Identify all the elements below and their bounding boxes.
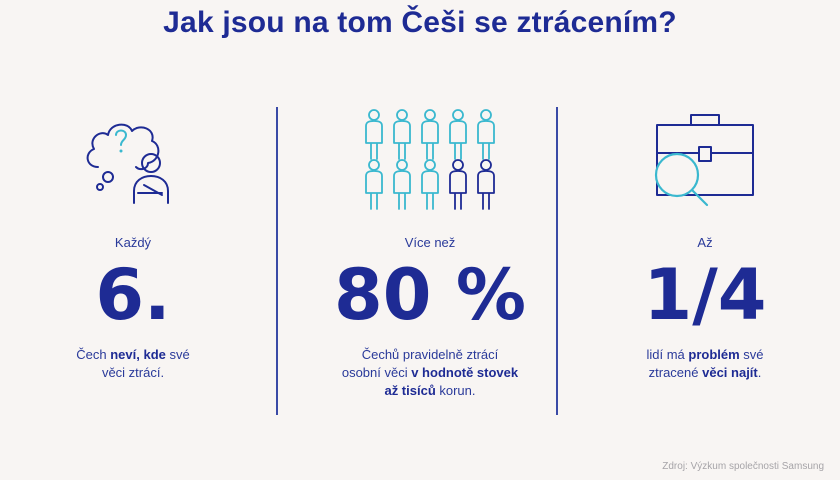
stat-column-3: Až 1/4 lidí má problém své ztracené věci… <box>574 105 836 382</box>
stat-value: 80 % <box>334 254 526 336</box>
stat-prefix: Více než <box>404 235 456 250</box>
thinking-person-icon <box>86 123 169 204</box>
briefcase-magnifier-icon <box>654 114 754 207</box>
people-grid-icon <box>365 109 495 210</box>
stat-description: lidí má problém své ztracené věci najít. <box>646 347 764 380</box>
column-divider <box>276 107 278 415</box>
source-note: Zdroj: Výzkum společnosti Samsung <box>662 461 824 472</box>
stat-column-1: Každý 6. Čech neví, kde své věci ztrácí. <box>2 105 264 382</box>
stat-value: 1/4 <box>643 254 767 336</box>
page-title: Jak jsou na tom Češi se ztrácením? <box>163 6 677 39</box>
column-divider <box>556 107 558 415</box>
stat-prefix: Až <box>697 235 713 250</box>
stat-prefix: Každý <box>114 235 152 250</box>
stat-description: Čech neví, kde své věci ztrácí. <box>76 347 190 380</box>
stat-column-2: Více než 80 % Čechů pravidelně ztrácí os… <box>299 105 561 400</box>
stat-description: Čechů pravidelně ztrácí osobní věci v ho… <box>341 347 519 398</box>
stat-value: 6. <box>95 254 171 336</box>
